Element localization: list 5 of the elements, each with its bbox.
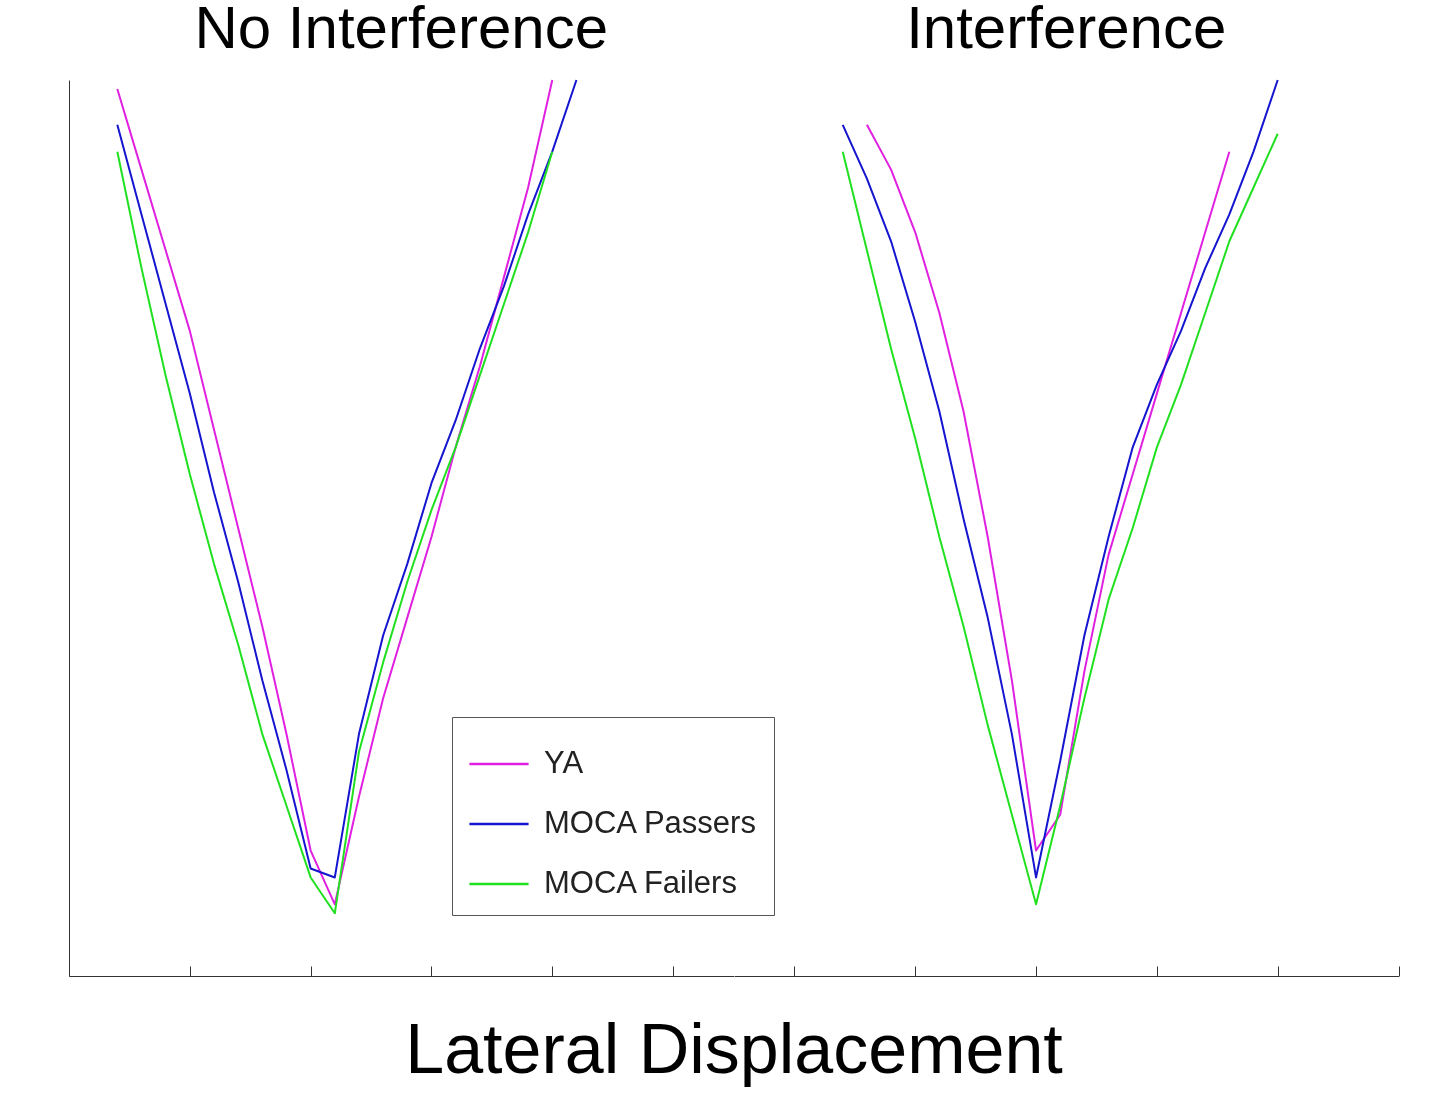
legend-label: YA xyxy=(544,745,584,780)
chart-title: No Interference xyxy=(194,0,609,61)
chart-title: Interference xyxy=(906,0,1227,61)
legend-label: MOCA Passers xyxy=(544,805,756,840)
legend-label: MOCA Failers xyxy=(544,865,737,900)
